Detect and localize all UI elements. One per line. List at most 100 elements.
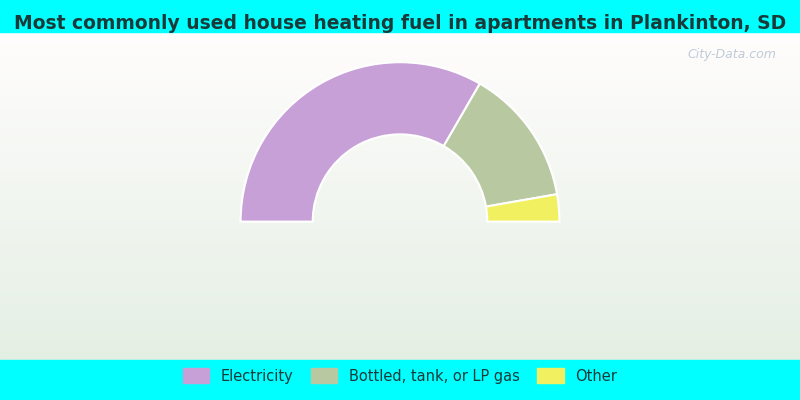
Bar <box>0 82 800 84</box>
Bar <box>0 372 800 374</box>
Bar <box>0 360 800 400</box>
Bar <box>0 109 800 111</box>
Bar <box>0 89 800 91</box>
Bar <box>0 389 800 391</box>
Bar <box>0 291 800 293</box>
Bar <box>0 34 800 36</box>
Bar <box>0 41 800 43</box>
Bar <box>0 146 800 148</box>
Bar <box>0 312 800 314</box>
Bar <box>0 98 800 100</box>
Bar <box>0 308 800 310</box>
Bar <box>0 346 800 348</box>
Bar <box>0 115 800 117</box>
Bar <box>0 207 800 209</box>
Bar <box>0 348 800 350</box>
Bar <box>0 177 800 179</box>
Bar <box>0 232 800 234</box>
Bar <box>0 67 800 69</box>
Bar <box>0 394 800 396</box>
Bar <box>0 190 800 192</box>
Bar <box>0 172 800 174</box>
Bar <box>0 184 800 186</box>
Bar <box>0 295 800 297</box>
Bar <box>0 194 800 196</box>
Bar <box>0 321 800 323</box>
Bar <box>0 214 800 216</box>
Bar <box>0 363 800 365</box>
Bar <box>0 385 800 387</box>
Bar <box>0 367 800 369</box>
Bar <box>0 339 800 341</box>
Bar <box>0 330 800 332</box>
Bar <box>0 113 800 115</box>
Bar <box>0 159 800 161</box>
Bar <box>0 102 800 104</box>
Bar <box>0 359 800 361</box>
Bar <box>0 179 800 181</box>
Bar <box>0 94 800 96</box>
Bar <box>0 150 800 152</box>
Bar <box>0 302 800 304</box>
Bar <box>0 118 800 120</box>
Bar <box>0 78 800 80</box>
Bar <box>0 0 800 32</box>
Bar <box>0 267 800 269</box>
Bar <box>0 111 800 113</box>
Bar <box>0 196 800 198</box>
Bar <box>0 144 800 146</box>
Bar <box>0 392 800 394</box>
Bar <box>0 129 800 131</box>
Bar <box>0 398 800 400</box>
Bar <box>0 387 800 389</box>
Bar <box>0 247 800 249</box>
Bar <box>0 43 800 45</box>
Bar <box>0 212 800 214</box>
Bar <box>0 120 800 122</box>
Bar <box>0 201 800 203</box>
Bar <box>0 273 800 275</box>
Bar <box>0 100 800 102</box>
Bar <box>0 52 800 54</box>
Bar <box>0 234 800 236</box>
Bar <box>0 229 800 231</box>
Bar <box>0 324 800 326</box>
Bar <box>0 153 800 155</box>
Bar <box>0 216 800 218</box>
Bar <box>0 157 800 159</box>
Bar <box>0 391 800 393</box>
Bar <box>0 192 800 194</box>
Bar <box>0 361 800 363</box>
Bar <box>0 286 800 288</box>
Bar <box>0 48 800 50</box>
Bar <box>0 288 800 290</box>
Bar <box>0 337 800 339</box>
Bar <box>0 32 800 34</box>
Bar <box>0 297 800 299</box>
Bar <box>0 238 800 240</box>
Bar <box>0 58 800 60</box>
Bar <box>0 356 800 358</box>
Bar <box>0 221 800 223</box>
Bar <box>0 262 800 264</box>
Bar <box>0 315 800 317</box>
Bar <box>0 227 800 229</box>
Bar <box>0 328 800 330</box>
Bar <box>0 87 800 89</box>
Bar <box>0 138 800 140</box>
Bar <box>0 186 800 188</box>
Bar <box>0 230 800 232</box>
Bar <box>0 306 800 308</box>
Bar <box>0 382 800 384</box>
Bar <box>0 240 800 242</box>
Bar <box>0 266 800 268</box>
Bar <box>0 260 800 262</box>
Bar <box>0 37 800 39</box>
Bar <box>0 170 800 172</box>
Bar <box>0 54 800 56</box>
Bar <box>0 278 800 280</box>
Bar <box>0 271 800 273</box>
Bar <box>0 148 800 150</box>
Bar <box>0 122 800 124</box>
Bar <box>0 140 800 142</box>
